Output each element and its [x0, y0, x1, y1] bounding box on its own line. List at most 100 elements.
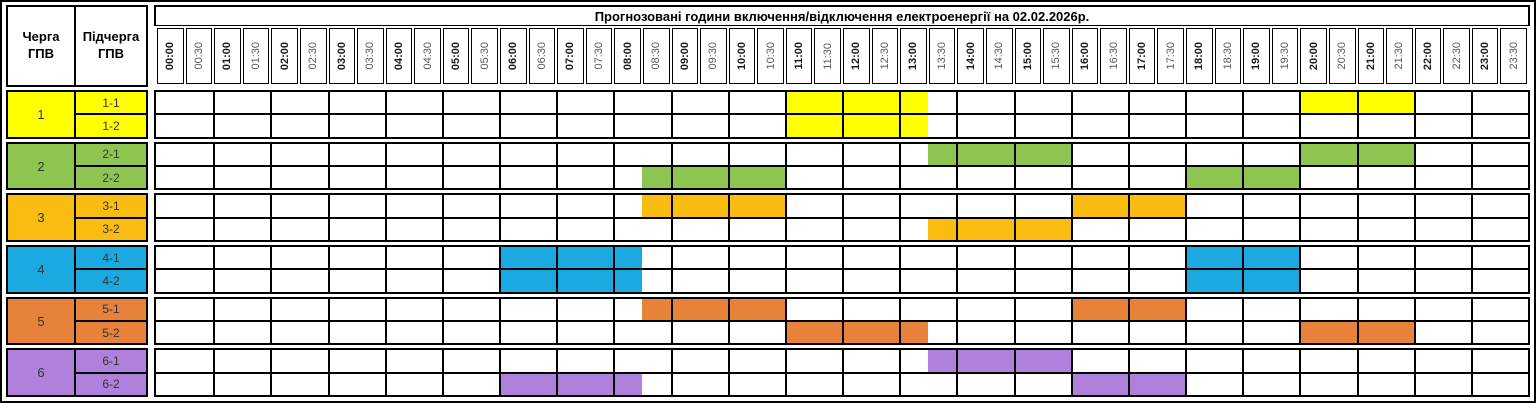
outage-cell — [727, 298, 757, 321]
time-slot-cell — [956, 195, 985, 217]
time-slot-cell — [1499, 374, 1528, 395]
time-slot-cell — [1499, 92, 1528, 113]
timeline-row — [156, 268, 1528, 292]
time-slot-cell — [928, 247, 957, 268]
time-slot-cell — [985, 247, 1014, 268]
time-label: 01:30 — [250, 42, 263, 70]
time-label: 03:30 — [364, 42, 377, 70]
time-label: 07:00 — [564, 41, 577, 71]
time-slot-cell — [1185, 195, 1214, 217]
queue-number-cell: 4 — [6, 245, 76, 294]
time-slot-cell — [1042, 195, 1071, 216]
outage-cell — [1327, 322, 1357, 344]
time-slot-cell — [956, 167, 985, 189]
time-slot-cell — [1499, 167, 1528, 188]
queue-group: 4 4-1 4-2 — [6, 245, 1530, 294]
time-slot-cell — [242, 270, 271, 291]
header-right: Прогнозовані години включення/відключенн… — [154, 5, 1530, 87]
time-slot-cell — [985, 167, 1014, 188]
time-slot-cell — [1499, 322, 1528, 343]
outage-cell — [641, 195, 671, 217]
time-slot-cell — [1356, 247, 1386, 269]
time-slot-cell — [1070, 143, 1100, 166]
time-label-cell: 21:30 — [1386, 28, 1413, 84]
time-slot-cell — [1299, 195, 1328, 217]
time-slot-cell — [1413, 270, 1443, 292]
time-slot-cell — [413, 374, 442, 395]
time-slot-cell — [642, 219, 671, 240]
outage-cell — [1127, 298, 1157, 321]
outage-cell — [1385, 143, 1414, 166]
time-slot-cell — [242, 322, 271, 343]
time-label-cell: 18:00 — [1186, 28, 1213, 84]
time-slot-cell — [1214, 115, 1243, 136]
time-slot-cell — [1470, 143, 1500, 166]
outage-cell — [1356, 143, 1386, 166]
corner-subqueue-header: Підчерга ГПВ — [76, 5, 148, 87]
time-slot-cell — [899, 247, 928, 269]
time-slot-cell — [327, 195, 357, 217]
time-slot-cell — [1070, 167, 1100, 189]
subqueue-label-cell: 4-1 — [76, 247, 146, 269]
time-slot-cell — [1385, 167, 1414, 188]
time-slot-cell — [1442, 374, 1471, 395]
time-label-cell: 14:30 — [985, 28, 1013, 84]
time-slot-cell — [156, 167, 185, 188]
outage-cell — [1042, 350, 1071, 372]
outage-cell — [956, 218, 985, 241]
time-label: 20:30 — [1336, 42, 1349, 70]
time-slot-cell — [1156, 167, 1185, 188]
time-label: 17:00 — [1136, 41, 1149, 71]
time-slot-cell — [556, 143, 585, 166]
outage-cell — [813, 322, 842, 344]
outage-cell — [670, 195, 700, 217]
time-slot-cell — [156, 270, 185, 291]
timeline-row — [156, 113, 1528, 137]
outage-cell — [1356, 92, 1386, 114]
time-slot-cell — [813, 195, 842, 216]
time-slot-cell — [928, 92, 957, 113]
time-label-cell: 16:00 — [1071, 28, 1099, 84]
outage-cell — [956, 350, 985, 372]
time-slot-cell — [1042, 322, 1071, 343]
time-slot-cell — [528, 219, 557, 240]
time-label-cell: 22:30 — [1443, 28, 1470, 84]
time-slot-cell — [642, 144, 671, 165]
time-slot-cell — [1470, 247, 1500, 269]
time-label: 00:30 — [192, 42, 205, 70]
outage-cell — [584, 373, 614, 396]
time-slot-cell — [699, 144, 728, 165]
time-slot-cell — [1214, 322, 1243, 343]
outage-cell — [527, 247, 557, 269]
time-label-cell: 09:00 — [671, 28, 699, 84]
time-slot-cell — [384, 143, 414, 166]
outage-cell — [1356, 322, 1386, 344]
time-slot-cell — [956, 115, 985, 137]
time-label-cell: 22:00 — [1414, 28, 1442, 84]
time-slot-cell — [1356, 218, 1386, 241]
timeline-row — [156, 350, 1528, 372]
time-slot-cell — [528, 115, 557, 136]
timeline-row — [156, 165, 1528, 189]
timeline-strip — [154, 141, 1530, 191]
time-slot-cell — [613, 322, 642, 344]
time-slot-cell — [556, 322, 585, 344]
time-slot-cell — [585, 167, 614, 188]
time-slot-cell — [727, 115, 757, 137]
outage-cell — [1070, 195, 1100, 217]
time-slot-cell — [928, 115, 957, 136]
outage-cell — [727, 195, 757, 217]
time-slot-cell — [441, 143, 471, 166]
time-label-cell: 11:30 — [814, 28, 841, 84]
outage-cell — [1070, 298, 1100, 321]
time-slot-cell — [299, 92, 328, 113]
time-slot-cell — [528, 92, 557, 113]
time-slot-cell — [242, 115, 271, 136]
time-slot-cell — [470, 322, 499, 343]
time-slot-cell — [213, 350, 242, 372]
time-slot-cell — [727, 92, 757, 114]
time-slot-cell — [327, 298, 357, 321]
time-slot-cell — [1070, 350, 1100, 372]
time-slot-cell — [356, 350, 385, 371]
outage-cell — [699, 298, 728, 321]
